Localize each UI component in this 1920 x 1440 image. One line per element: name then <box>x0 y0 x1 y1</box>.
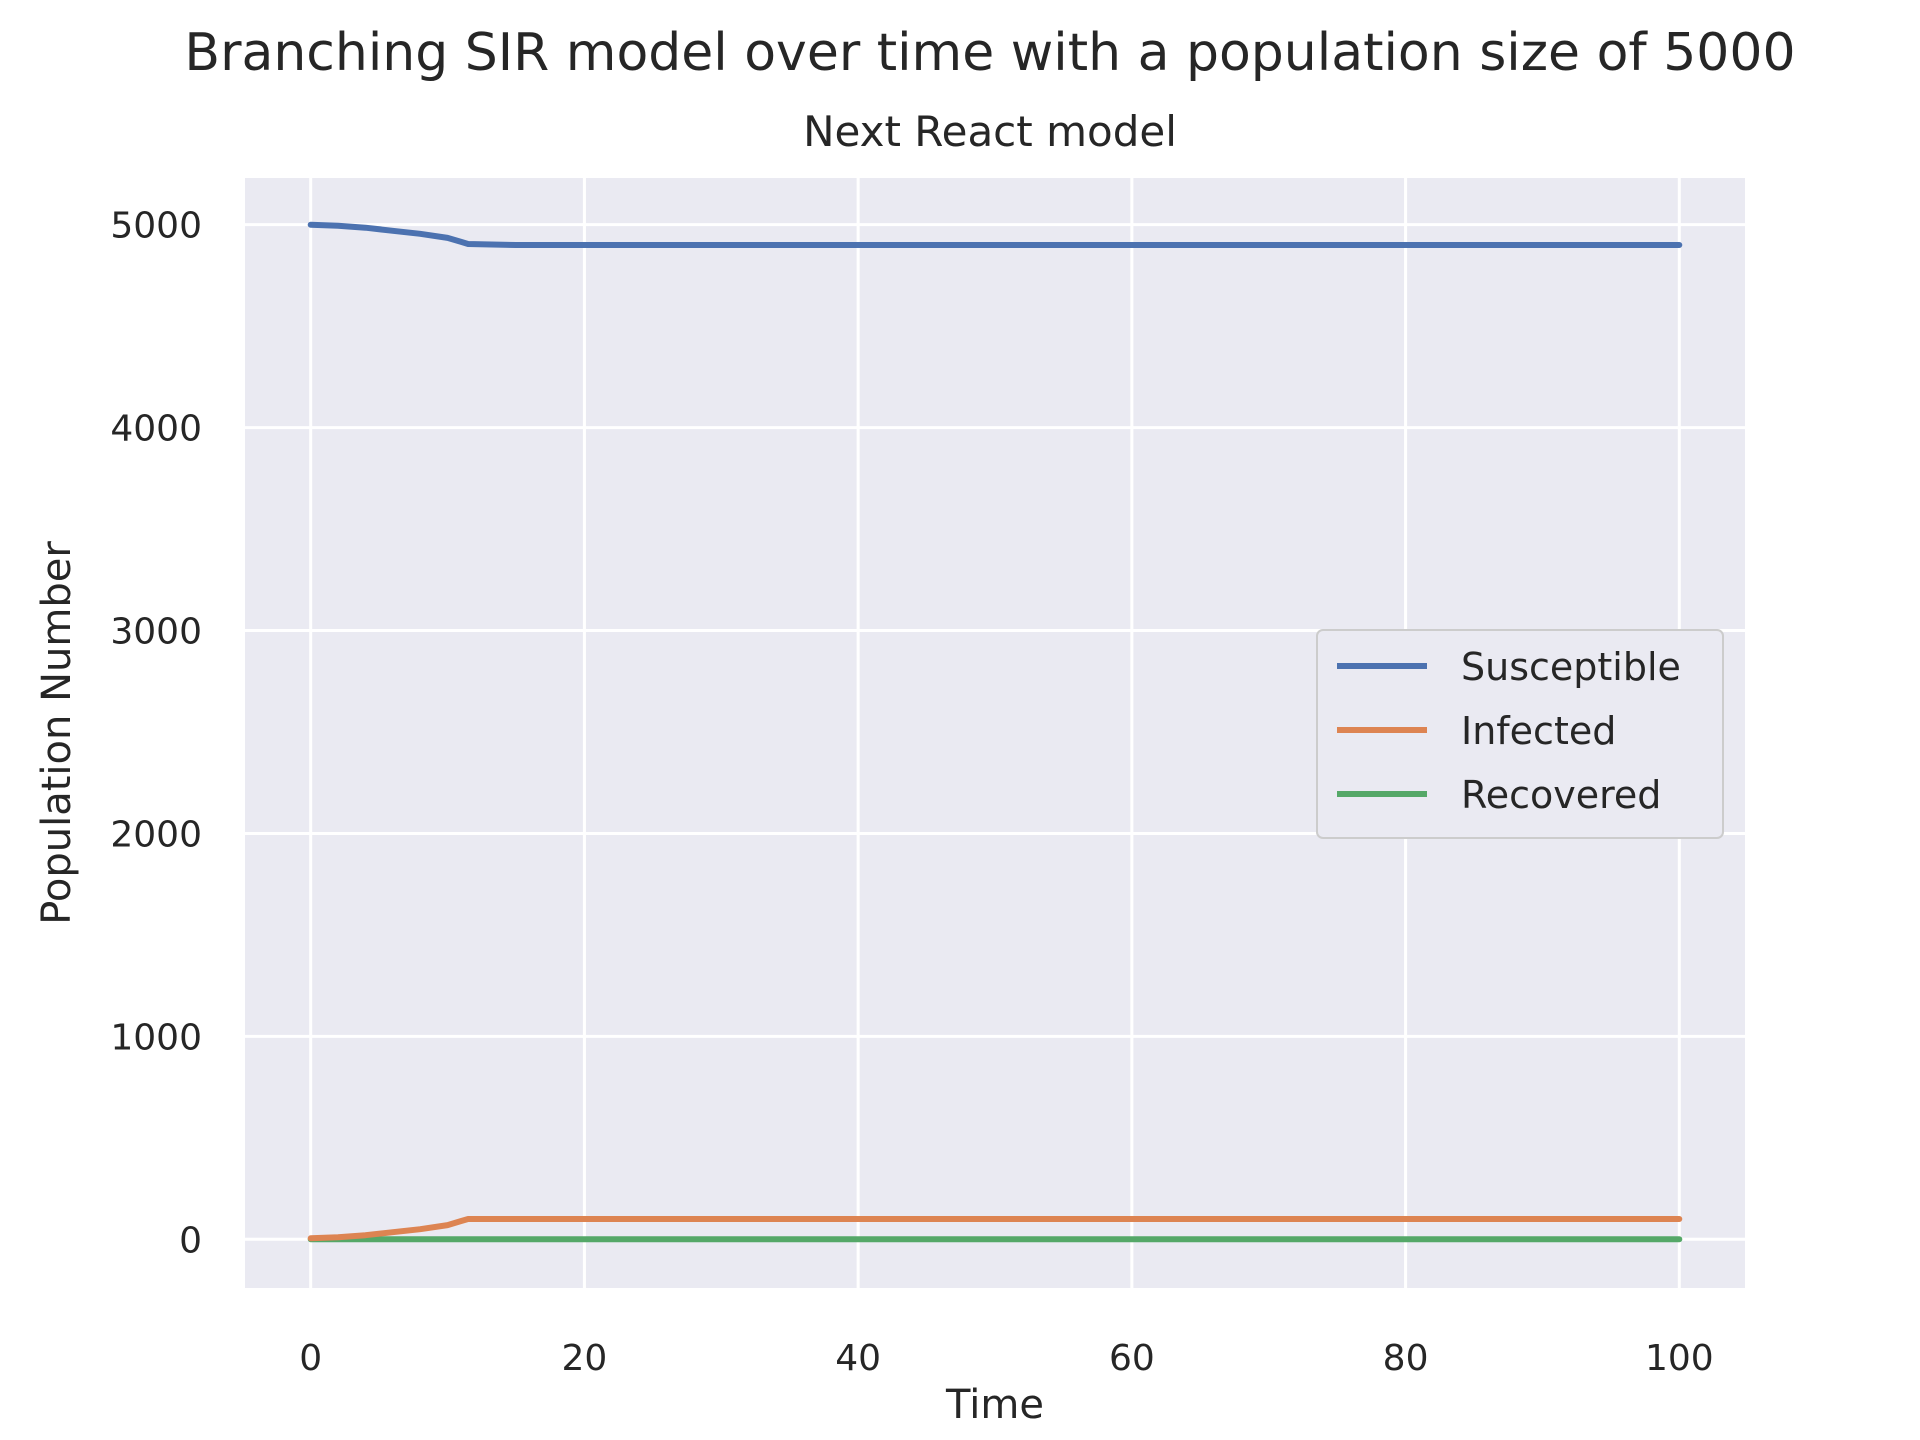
y-tick-label: 3000 <box>110 612 202 653</box>
series-line-susceptible <box>307 221 1683 248</box>
y-tick-label: 2000 <box>110 814 202 855</box>
chart-title: Branching SIR model over time with a pop… <box>184 23 1795 83</box>
x-tick-label: 40 <box>835 1338 881 1379</box>
series-line-infected <box>307 1216 1683 1242</box>
legend-label-infected: Infected <box>1461 709 1616 753</box>
x-tick-label: 100 <box>1645 1338 1714 1379</box>
y-tick-label: 1000 <box>110 1017 202 1058</box>
x-tick-label: 20 <box>562 1338 608 1379</box>
x-axis-label: Time <box>945 1382 1044 1428</box>
series-lines <box>307 221 1683 1243</box>
x-tick-labels: 0 20 40 60 80 100 <box>299 1338 1713 1379</box>
legend: Susceptible Infected Recovered <box>1316 629 1724 839</box>
legend-label-recovered: Recovered <box>1461 773 1661 817</box>
chart-subtitle: Next React model <box>803 107 1177 156</box>
x-tick-label: 60 <box>1109 1338 1155 1379</box>
y-tick-label: 0 <box>179 1220 202 1261</box>
y-tick-labels: 0 1000 2000 3000 4000 5000 <box>110 206 202 1262</box>
legend-label-susceptible: Susceptible <box>1461 645 1681 689</box>
y-tick-label: 5000 <box>110 206 202 247</box>
y-tick-label: 4000 <box>110 409 202 450</box>
x-tick-label: 0 <box>299 1338 322 1379</box>
legend-box <box>1316 629 1724 839</box>
x-tick-label: 80 <box>1383 1338 1429 1379</box>
y-axis-label: Population Number <box>34 541 80 925</box>
